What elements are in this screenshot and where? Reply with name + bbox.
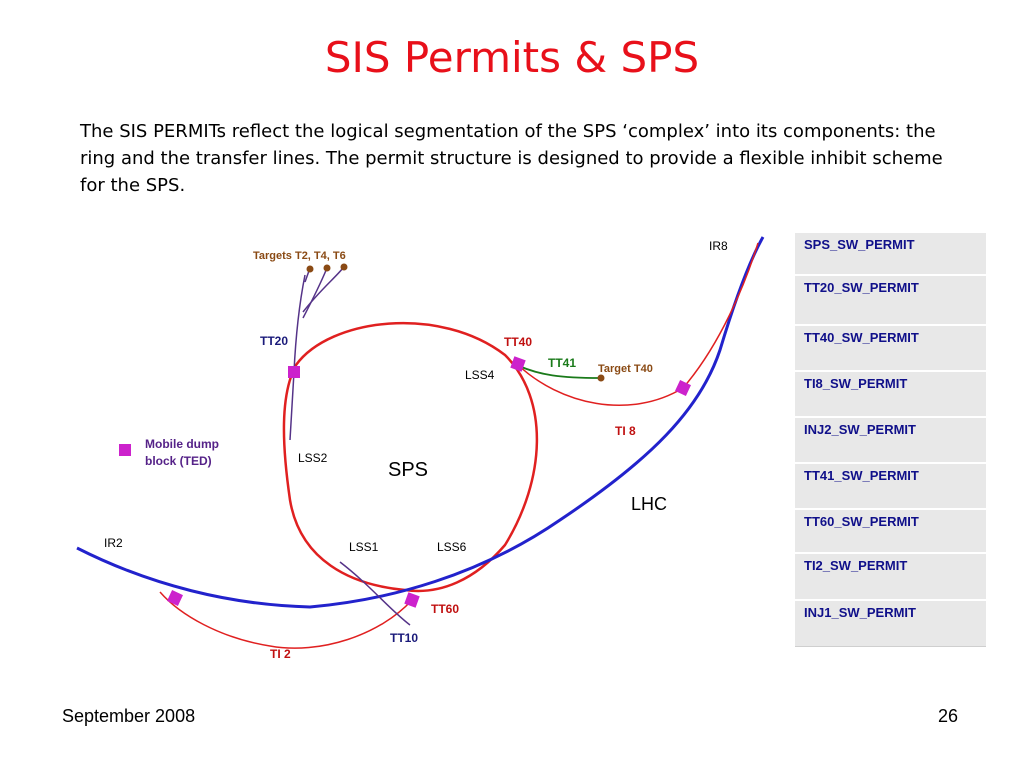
label-ir2: IR2 [104, 536, 123, 550]
label-targets: Targets T2, T4, T6 [253, 250, 346, 262]
tt20-branch-t6 [302, 267, 344, 313]
permit-cell: INJ2_SW_PERMIT [795, 416, 986, 464]
target-t40-dot [597, 374, 605, 382]
label-lss4: LSS4 [465, 368, 495, 382]
table-row: TT20_SW_PERMIT [795, 274, 986, 326]
label-lss6: LSS6 [437, 540, 467, 554]
target-t6-dot [340, 263, 348, 271]
target-t4-dot [323, 264, 331, 272]
permit-cell: TT41_SW_PERMIT [795, 462, 986, 510]
label-lhc: LHC [631, 494, 667, 514]
marker-ti8 [675, 380, 691, 396]
label-sps: SPS [388, 459, 428, 481]
label-tt60: TT60 [431, 602, 459, 616]
marker-tt40 [510, 356, 526, 372]
table-row: TI8_SW_PERMIT [795, 370, 986, 418]
label-lss1: LSS1 [349, 540, 379, 554]
ti2-line [159, 591, 413, 649]
label-ir8: IR8 [709, 239, 728, 253]
slide-title: SIS Permits & SPS [324, 33, 700, 82]
permit-cell: TT40_SW_PERMIT [795, 324, 986, 372]
intro-paragraph: The SIS PERMITs reflect the logical segm… [80, 121, 943, 196]
marker-legend [119, 444, 131, 456]
label-mobile-dump-1: Mobile dump [145, 437, 219, 451]
marker-tt20 [288, 366, 300, 378]
permit-cell: SPS_SW_PERMIT [795, 231, 986, 276]
permit-cell: INJ1_SW_PERMIT [795, 599, 986, 647]
permit-cell: TT60_SW_PERMIT [795, 508, 986, 554]
label-mobile-dump-2: block (TED) [145, 454, 212, 468]
permit-table: SPS_SW_PERMIT TT20_SW_PERMIT TT40_SW_PER… [795, 231, 986, 647]
table-row: TI2_SW_PERMIT [795, 552, 986, 601]
label-tt20: TT20 [260, 334, 288, 348]
target-t2-dot [306, 265, 314, 273]
sps-ring [282, 321, 539, 593]
label-tt41: TT41 [548, 356, 576, 370]
marker-tt60 [404, 592, 420, 608]
tt10-line [339, 561, 411, 626]
label-target-t40: Target T40 [598, 363, 653, 375]
lhc-line [76, 236, 765, 609]
label-lss2: LSS2 [298, 451, 328, 465]
footer-date: September 2008 [62, 706, 196, 726]
page-number: 26 [938, 706, 959, 726]
permit-cell: TI2_SW_PERMIT [795, 552, 986, 601]
sps-complex-diagram: Targets T2, T4, T6 TT20 TT40 TT41 Target… [76, 236, 765, 661]
marker-ti2 [167, 590, 183, 606]
tt41-line [518, 365, 601, 379]
table-row: INJ2_SW_PERMIT [795, 416, 986, 464]
table-row: TT41_SW_PERMIT [795, 462, 986, 510]
table-row: TT60_SW_PERMIT [795, 508, 986, 554]
label-tt10: TT10 [390, 631, 418, 645]
permit-cell: TI8_SW_PERMIT [795, 370, 986, 418]
table-row: SPS_SW_PERMIT [795, 231, 986, 276]
table-row: TT40_SW_PERMIT [795, 324, 986, 372]
ti8-line [516, 242, 759, 407]
label-ti8: TI 8 [615, 424, 636, 438]
permit-cell: TT20_SW_PERMIT [795, 274, 986, 326]
label-ti2: TI 2 [270, 647, 291, 661]
label-tt40: TT40 [504, 335, 532, 349]
table-row: INJ1_SW_PERMIT [795, 599, 986, 647]
